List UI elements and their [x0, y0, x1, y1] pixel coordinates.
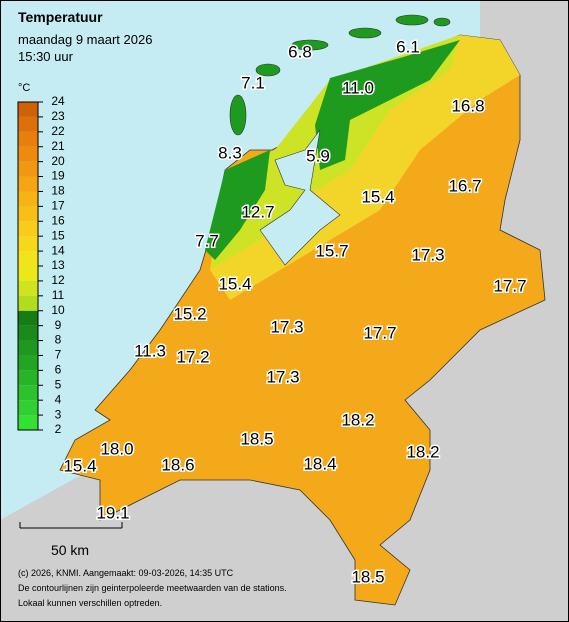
station-value: 15.4	[218, 274, 251, 293]
legend-label: 24	[51, 94, 65, 108]
legend-label: 19	[51, 169, 65, 183]
legend-label: 13	[51, 258, 65, 272]
station-value: 18.6	[161, 455, 194, 474]
station-value: 15.7	[315, 241, 348, 260]
footer: De contourlijnen zijn geinterpoleerde me…	[18, 583, 287, 593]
legend-band	[18, 221, 38, 237]
legend-label: 17	[51, 199, 65, 213]
legend-label: 15	[51, 228, 65, 242]
station-value: 17.2	[176, 347, 209, 366]
station-value: 15.4	[63, 456, 96, 475]
date: maandag 9 maart 2026	[18, 32, 152, 47]
legend-band	[18, 325, 38, 341]
legend-band	[18, 176, 38, 192]
legend-label: 9	[55, 318, 62, 332]
station-value: 18.2	[406, 442, 439, 461]
island	[395, 14, 429, 26]
cold-zone	[205, 150, 270, 260]
legend-band	[18, 385, 38, 401]
station-value: 18.0	[100, 439, 133, 458]
legend-label: 16	[51, 213, 65, 227]
station-value: 18.5	[240, 429, 273, 448]
legend-band	[18, 266, 38, 281]
legend-band	[18, 400, 38, 416]
legend-label: 7	[55, 348, 62, 362]
legend-label: 6	[55, 363, 62, 377]
legend-band	[18, 131, 38, 147]
legend-band	[18, 251, 38, 266]
legend-band	[18, 236, 38, 252]
title: Temperatuur	[18, 9, 103, 25]
station-value: 15.4	[361, 187, 394, 206]
station-value: 6.8	[288, 42, 312, 61]
station-value: 11.0	[342, 78, 374, 97]
legend-label: 11	[52, 288, 65, 302]
station-value: 11.3	[134, 341, 166, 360]
legend-band	[18, 102, 38, 117]
island	[229, 94, 247, 136]
legend-band	[18, 116, 38, 132]
station-value: 19.1	[96, 503, 129, 522]
footer: (c) 2026, KNMI. Aangemaakt: 09-03-2026, …	[18, 568, 234, 578]
legend-band	[18, 280, 38, 296]
land	[59, 34, 546, 606]
legend-label: 10	[51, 303, 65, 317]
station-value: 17.3	[266, 367, 299, 386]
legend-label: 22	[51, 124, 65, 138]
station-value: 5.9	[306, 146, 330, 165]
legend-label: 2	[55, 422, 62, 436]
legend-label: 3	[55, 407, 62, 421]
legend-label: 5	[55, 377, 62, 391]
legend-label: 18	[51, 184, 65, 198]
island	[255, 63, 281, 77]
time: 15:30 uur	[18, 49, 74, 64]
station-value: 17.7	[493, 276, 526, 295]
station-value: 17.3	[270, 317, 303, 336]
unit: °C	[18, 82, 30, 94]
legend-label: 14	[51, 243, 65, 257]
legend-label: 20	[51, 154, 65, 168]
legend-band	[18, 340, 38, 356]
legend-band	[18, 191, 38, 207]
legend-label: 8	[55, 333, 62, 347]
legend-band	[18, 415, 38, 430]
footer: Lokaal kunnen verschillen optreden.	[18, 598, 162, 608]
legend-band	[18, 310, 38, 326]
legend-band	[18, 355, 38, 371]
station-value: 17.7	[363, 323, 396, 342]
station-value: 18.2	[341, 410, 374, 429]
legend-label: 21	[51, 139, 65, 153]
station-value: 15.2	[173, 304, 206, 323]
legend-band	[18, 161, 38, 177]
station-value: 6.1	[396, 37, 420, 56]
lake	[259, 129, 341, 266]
scale-label: 50 km	[51, 542, 89, 558]
station-value: 18.5	[351, 567, 384, 586]
legend-band	[18, 370, 38, 386]
legend-band	[18, 295, 38, 311]
island	[291, 39, 329, 51]
station-value: 16.8	[451, 96, 484, 115]
legend-label: 4	[55, 392, 62, 406]
legend-band	[18, 206, 38, 222]
station-value: 16.7	[448, 176, 481, 195]
island	[348, 27, 382, 39]
legend-label: 23	[51, 109, 65, 123]
cold-zone	[315, 40, 460, 170]
station-value: 7.7	[195, 231, 219, 250]
station-value: 7.1	[241, 73, 265, 92]
station-value: 8.3	[218, 143, 242, 162]
legend-label: 12	[51, 273, 65, 287]
legend-band	[18, 146, 38, 162]
station-value: 18.4	[303, 454, 336, 473]
island	[433, 17, 451, 27]
station-value: 12.7	[241, 202, 274, 221]
station-value: 17.3	[411, 245, 444, 264]
